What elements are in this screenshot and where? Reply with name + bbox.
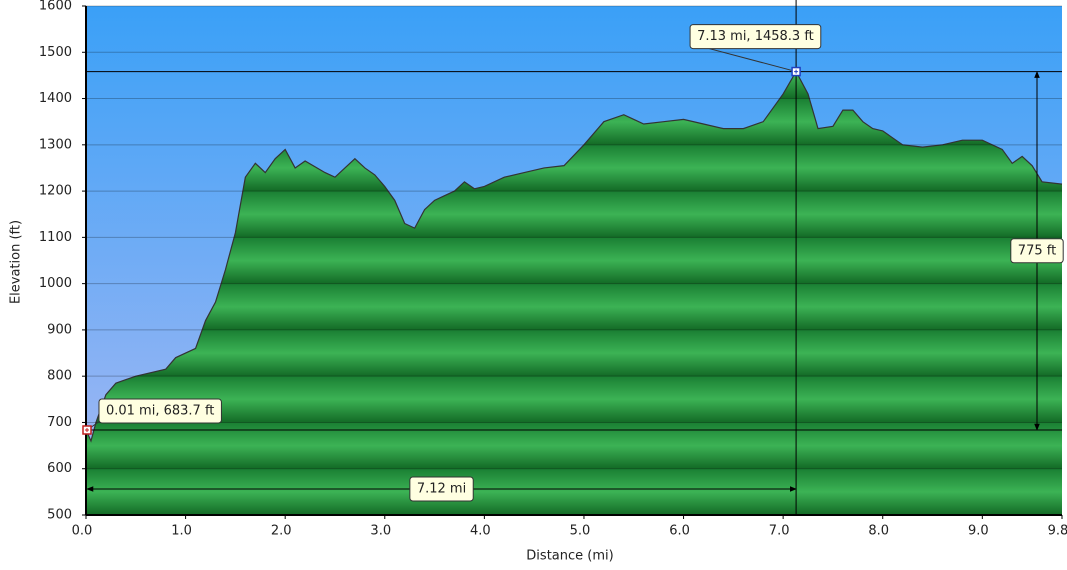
x-tick-label: 9.0 [968, 524, 989, 539]
y-tick-label: 1500 [39, 45, 72, 60]
marker-label-box [98, 398, 222, 424]
y-tick-label: 900 [47, 322, 72, 337]
climb-label-box [1010, 238, 1064, 264]
y-axis-label: Elevation (ft) [9, 220, 24, 304]
marker-label: 7.13 mi, 1458.3 ft [697, 29, 814, 44]
x-tick-label: 3.0 [370, 524, 391, 539]
x-tick-label: 4.0 [470, 524, 491, 539]
y-tick-label: 500 [47, 508, 72, 523]
y-tick-label: 800 [47, 369, 72, 384]
y-tick-label: 1100 [39, 230, 72, 245]
marker-cross [84, 427, 89, 432]
marker-label: 0.01 mi, 683.7 ft [106, 403, 214, 418]
y-tick-label: 1400 [39, 91, 72, 106]
x-tick-label: 0.0 [72, 524, 93, 539]
x-tick-label: 6.0 [669, 524, 690, 539]
x-tick-label: 8.0 [868, 524, 889, 539]
profile-line [85, 70, 1063, 443]
x-tick-label: 2.0 [271, 524, 292, 539]
x-axis-label: Distance (mi) [526, 549, 613, 564]
distance-label: 7.12 mi [417, 482, 466, 497]
x-tick-label: 1.0 [171, 524, 192, 539]
marker-cross [794, 69, 799, 74]
climb-label: 775 ft [1018, 243, 1056, 258]
x-tick-label: 7.0 [769, 524, 790, 539]
area [86, 71, 1062, 515]
y-tick-label: 1600 [39, 0, 72, 14]
x-tick-label: 9.8 [1048, 524, 1067, 539]
y-tick-label: 1000 [39, 276, 72, 291]
y-tick-label: 1200 [39, 184, 72, 199]
y-tick-label: 600 [47, 461, 72, 476]
x-tick-label: 5.0 [570, 524, 591, 539]
marker-label-box [689, 24, 822, 50]
y-tick-label: 700 [47, 415, 72, 430]
y-tick-label: 1300 [39, 137, 72, 152]
distance-label-box [409, 476, 474, 502]
